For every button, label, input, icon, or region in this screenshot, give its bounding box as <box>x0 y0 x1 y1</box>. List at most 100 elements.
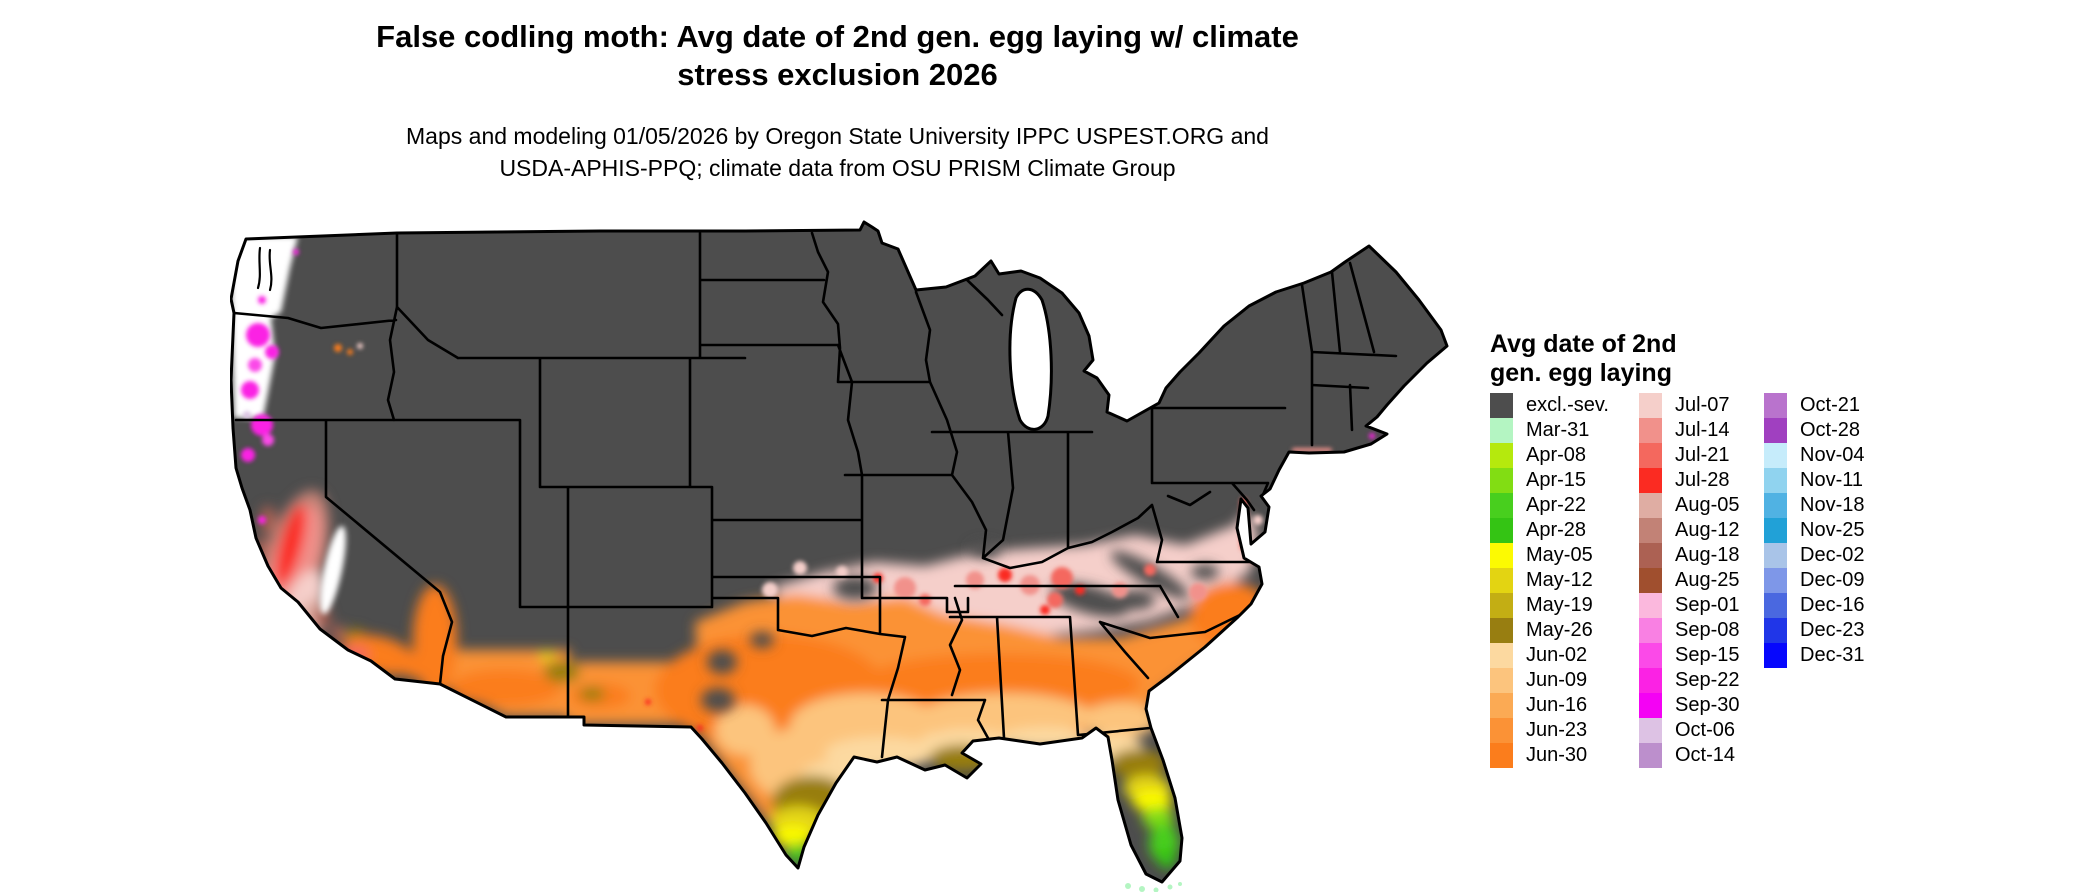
legend-swatch <box>1764 393 1787 418</box>
legend-swatch <box>1639 468 1662 493</box>
legend-swatch <box>1639 643 1662 668</box>
legend-label: Mar-31 <box>1526 419 1590 441</box>
legend-label: Sep-08 <box>1675 619 1740 641</box>
title-line-2: stress exclusion 2026 <box>677 57 998 92</box>
page-subtitle: Maps and modeling 01/05/2026 by Oregon S… <box>230 120 1445 184</box>
legend-item: May-12 <box>1490 568 1609 593</box>
legend-label: Apr-28 <box>1526 519 1587 541</box>
legend-item: May-19 <box>1490 593 1609 618</box>
legend-swatch <box>1764 518 1787 543</box>
subtitle-line-1: Maps and modeling 01/05/2026 by Oregon S… <box>406 123 1269 149</box>
legend-swatch <box>1490 693 1513 718</box>
legend-item: Oct-28 <box>1764 418 1864 443</box>
excluded-mottle <box>701 542 1219 712</box>
legend-item: excl.-sev. <box>1490 393 1609 418</box>
legend-item: Apr-08 <box>1490 443 1609 468</box>
legend-label: Sep-30 <box>1675 694 1740 716</box>
legend-swatch <box>1639 718 1662 743</box>
legend-item: Jul-07 <box>1639 393 1740 418</box>
legend-swatch <box>1764 443 1787 468</box>
legend-item: Sep-22 <box>1639 668 1740 693</box>
legend-item: Dec-09 <box>1764 568 1864 593</box>
legend-swatch <box>1639 518 1662 543</box>
legend-swatch <box>1764 568 1787 593</box>
legend-item: Jun-30 <box>1490 743 1609 768</box>
legend-label: Sep-15 <box>1675 644 1740 666</box>
legend-label: Dec-02 <box>1800 544 1865 566</box>
legend-swatch <box>1639 393 1662 418</box>
excluded-region-base <box>231 222 1447 882</box>
legend-item: Sep-01 <box>1639 593 1740 618</box>
legend-swatch <box>1490 743 1513 768</box>
legend-column-1: excl.-sev. Mar-31 Apr-08 Apr-15 Apr-22 Apr-28… <box>1490 393 1609 768</box>
legend-swatch <box>1490 493 1513 518</box>
legend-title: Avg date of 2nd gen. egg laying <box>1490 330 1910 388</box>
subtitle-line-2: USDA-APHIS-PPQ; climate data from OSU PR… <box>499 155 1176 181</box>
title-line-1: False codling moth: Avg date of 2nd gen.… <box>376 19 1299 54</box>
legend-label: Nov-25 <box>1800 519 1865 541</box>
legend-swatch <box>1490 668 1513 693</box>
oregon-coast-magenta <box>246 323 270 347</box>
legend-swatch <box>1764 493 1787 518</box>
legend-item: Dec-16 <box>1764 593 1864 618</box>
legend-swatch <box>1639 743 1662 768</box>
legend-label: May-26 <box>1526 619 1593 641</box>
legend-label: Dec-31 <box>1800 644 1865 666</box>
us-outline <box>229 220 1449 884</box>
legend-swatch <box>1490 418 1513 443</box>
legend-swatch <box>1490 443 1513 468</box>
legend-item: Nov-18 <box>1764 493 1864 518</box>
legend-item: Apr-28 <box>1490 518 1609 543</box>
legend-swatch <box>1639 443 1662 468</box>
legend-label: Dec-16 <box>1800 594 1865 616</box>
legend-swatch <box>1639 493 1662 518</box>
legend-item: Jun-02 <box>1490 643 1609 668</box>
legend-column-2: Jul-07 Jul-14 Jul-21 Jul-28 Aug-05 Aug-12 Aug-… <box>1639 393 1740 768</box>
florida-keys-dots <box>1125 882 1182 892</box>
legend-label: Oct-06 <box>1675 719 1736 741</box>
legend-item: Jun-09 <box>1490 668 1609 693</box>
legend-item: Sep-15 <box>1639 643 1740 668</box>
legend-item: Aug-18 <box>1639 543 1740 568</box>
legend-title-line-1: Avg date of 2nd <box>1490 330 1677 358</box>
state-borders <box>232 231 1398 759</box>
legend-label: May-19 <box>1526 594 1593 616</box>
legend-label: Jul-21 <box>1675 444 1730 466</box>
legend-label: Sep-01 <box>1675 594 1740 616</box>
legend-item: May-26 <box>1490 618 1609 643</box>
legend-label: Nov-18 <box>1800 494 1865 516</box>
legend-title-line-2: gen. egg laying <box>1490 359 1672 387</box>
legend-item: Oct-06 <box>1639 718 1740 743</box>
legend-swatch <box>1764 593 1787 618</box>
legend-item: Apr-15 <box>1490 468 1609 493</box>
legend-swatch <box>1639 693 1662 718</box>
legend-label: Aug-12 <box>1675 519 1740 541</box>
legend-label: Nov-04 <box>1800 444 1865 466</box>
legend-item: Mar-31 <box>1490 418 1609 443</box>
legend-item: Jul-21 <box>1639 443 1740 468</box>
legend-item: Sep-08 <box>1639 618 1740 643</box>
legend-item: Jul-28 <box>1639 468 1740 493</box>
legend-label: May-12 <box>1526 569 1593 591</box>
legend-label: Nov-11 <box>1800 469 1863 491</box>
legend-swatch <box>1490 518 1513 543</box>
legend-swatch <box>1639 568 1662 593</box>
legend-label: Aug-18 <box>1675 544 1740 566</box>
legend-swatch <box>1490 643 1513 668</box>
us-map-svg <box>229 220 1449 892</box>
legend-label: Jun-23 <box>1526 719 1588 741</box>
page-title: False codling moth: Avg date of 2nd gen.… <box>230 18 1445 94</box>
legend-swatch <box>1490 393 1513 418</box>
legend-label: excl.-sev. <box>1526 394 1609 416</box>
legend-label: Dec-23 <box>1800 619 1865 641</box>
legend-label: Oct-21 <box>1800 394 1861 416</box>
legend-swatch <box>1764 468 1787 493</box>
legend-label: Oct-14 <box>1675 744 1736 766</box>
legend-swatch <box>1639 593 1662 618</box>
legend-label: Sep-22 <box>1675 669 1740 691</box>
legend-swatch <box>1764 618 1787 643</box>
legend-item: Nov-11 <box>1764 468 1864 493</box>
legend-item: Nov-25 <box>1764 518 1864 543</box>
legend-swatch <box>1639 668 1662 693</box>
